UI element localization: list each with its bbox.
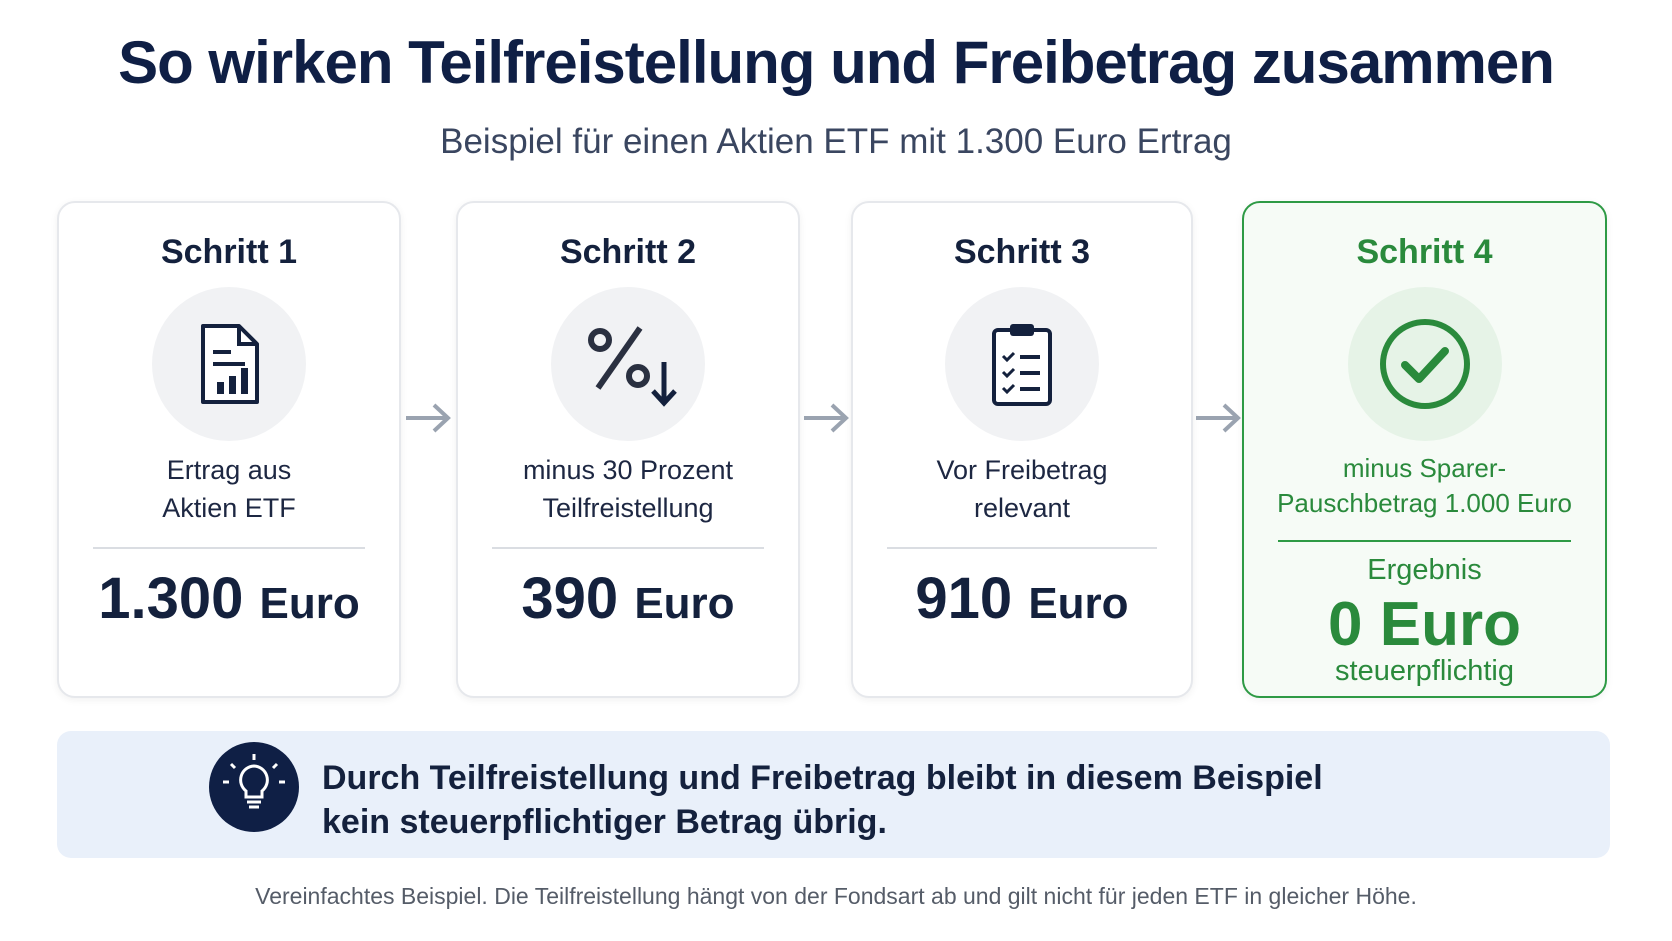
icon <box>945 287 1099 441</box>
amount-unit: Euro <box>634 579 735 628</box>
result-card: Schritt 4 minus Sparer- Pauschbetrag 1.00… <box>1242 201 1607 698</box>
lightbulb-icon <box>209 742 299 832</box>
result-amount: 0 Euro <box>1328 590 1521 659</box>
description: minus 30 Prozent Teilfreistellung <box>458 451 798 527</box>
description-line: Aktien ETF <box>162 493 296 523</box>
arrow <box>804 403 849 433</box>
icon <box>551 287 705 441</box>
amount: 910 Euro <box>853 565 1191 632</box>
amount-value: 910 <box>915 566 1013 631</box>
divider <box>887 547 1157 549</box>
divider <box>492 547 764 549</box>
description: minus Sparer- Pauschbetrag 1.000 Euro <box>1244 451 1605 521</box>
result-label: Ergebnis <box>1367 554 1482 586</box>
divider <box>1278 540 1571 542</box>
divider <box>93 547 365 549</box>
callout-line: kein steuerpflichtiger Betrag übrig. <box>322 803 887 841</box>
amount-value: 1.300 <box>98 566 244 631</box>
description: Vor Freibetrag relevant <box>853 451 1191 527</box>
title: So wirken Teilfreistellung und Freibetra… <box>118 29 1555 96</box>
step-label: Schritt 4 <box>1356 233 1493 271</box>
amount-value: 390 <box>521 566 619 631</box>
description-line: Teilfreistellung <box>542 493 714 523</box>
footnote: Vereinfachtes Beispiel. Die Teilfreistel… <box>255 883 1417 909</box>
step-card: Schritt 1 Ertrag aus Aktien ETF 1.300 Eur… <box>57 201 401 698</box>
result-note: steuerpflichtig <box>1335 655 1514 687</box>
amount-unit: Euro <box>259 579 360 628</box>
icon <box>1347 287 1502 441</box>
description-line: Vor Freibetrag <box>936 455 1108 485</box>
amount: 1.300 Euro <box>59 565 399 632</box>
description-line: Pauschbetrag 1.000 Euro <box>1277 488 1572 518</box>
callout-text: Durch Teilfreistellung und Freibetrag bl… <box>322 756 1323 844</box>
amount: 390 Euro <box>458 565 798 632</box>
description-line: relevant <box>973 493 1071 523</box>
arrow <box>406 403 451 433</box>
amount-unit: Euro <box>1028 579 1129 628</box>
step-card: Schritt 2 minus 30 Prozent Teilfreistellu… <box>456 201 800 698</box>
icon <box>152 287 306 441</box>
step-label: Schritt 1 <box>160 233 298 271</box>
arrow <box>1196 403 1241 433</box>
step-label: Schritt 3 <box>953 233 1091 271</box>
description-line: Ertrag aus <box>166 455 292 485</box>
step-card: Schritt 3 Vor Freibetrag relevant 910 Eur… <box>851 201 1193 698</box>
callout-box <box>57 731 1610 858</box>
description: Ertrag aus Aktien ETF <box>59 451 399 527</box>
step-label: Schritt 2 <box>559 233 697 271</box>
description-line: minus 30 Prozent <box>522 455 734 485</box>
subtitle: Beispiel für einen Aktien ETF mit 1.300 … <box>440 122 1232 161</box>
callout-line: Durch Teilfreistellung und Freibetrag bl… <box>322 759 1323 797</box>
description-line: minus Sparer- <box>1342 453 1507 483</box>
